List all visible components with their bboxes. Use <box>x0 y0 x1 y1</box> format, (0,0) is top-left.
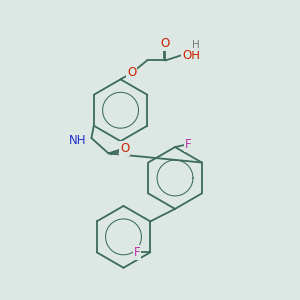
Text: F: F <box>134 246 140 259</box>
Text: O: O <box>120 142 129 154</box>
Text: NH: NH <box>69 134 86 147</box>
Text: F: F <box>185 138 192 151</box>
Text: O: O <box>161 37 170 50</box>
Text: O: O <box>127 66 136 80</box>
Text: H: H <box>192 40 200 50</box>
Text: OH: OH <box>182 49 200 62</box>
